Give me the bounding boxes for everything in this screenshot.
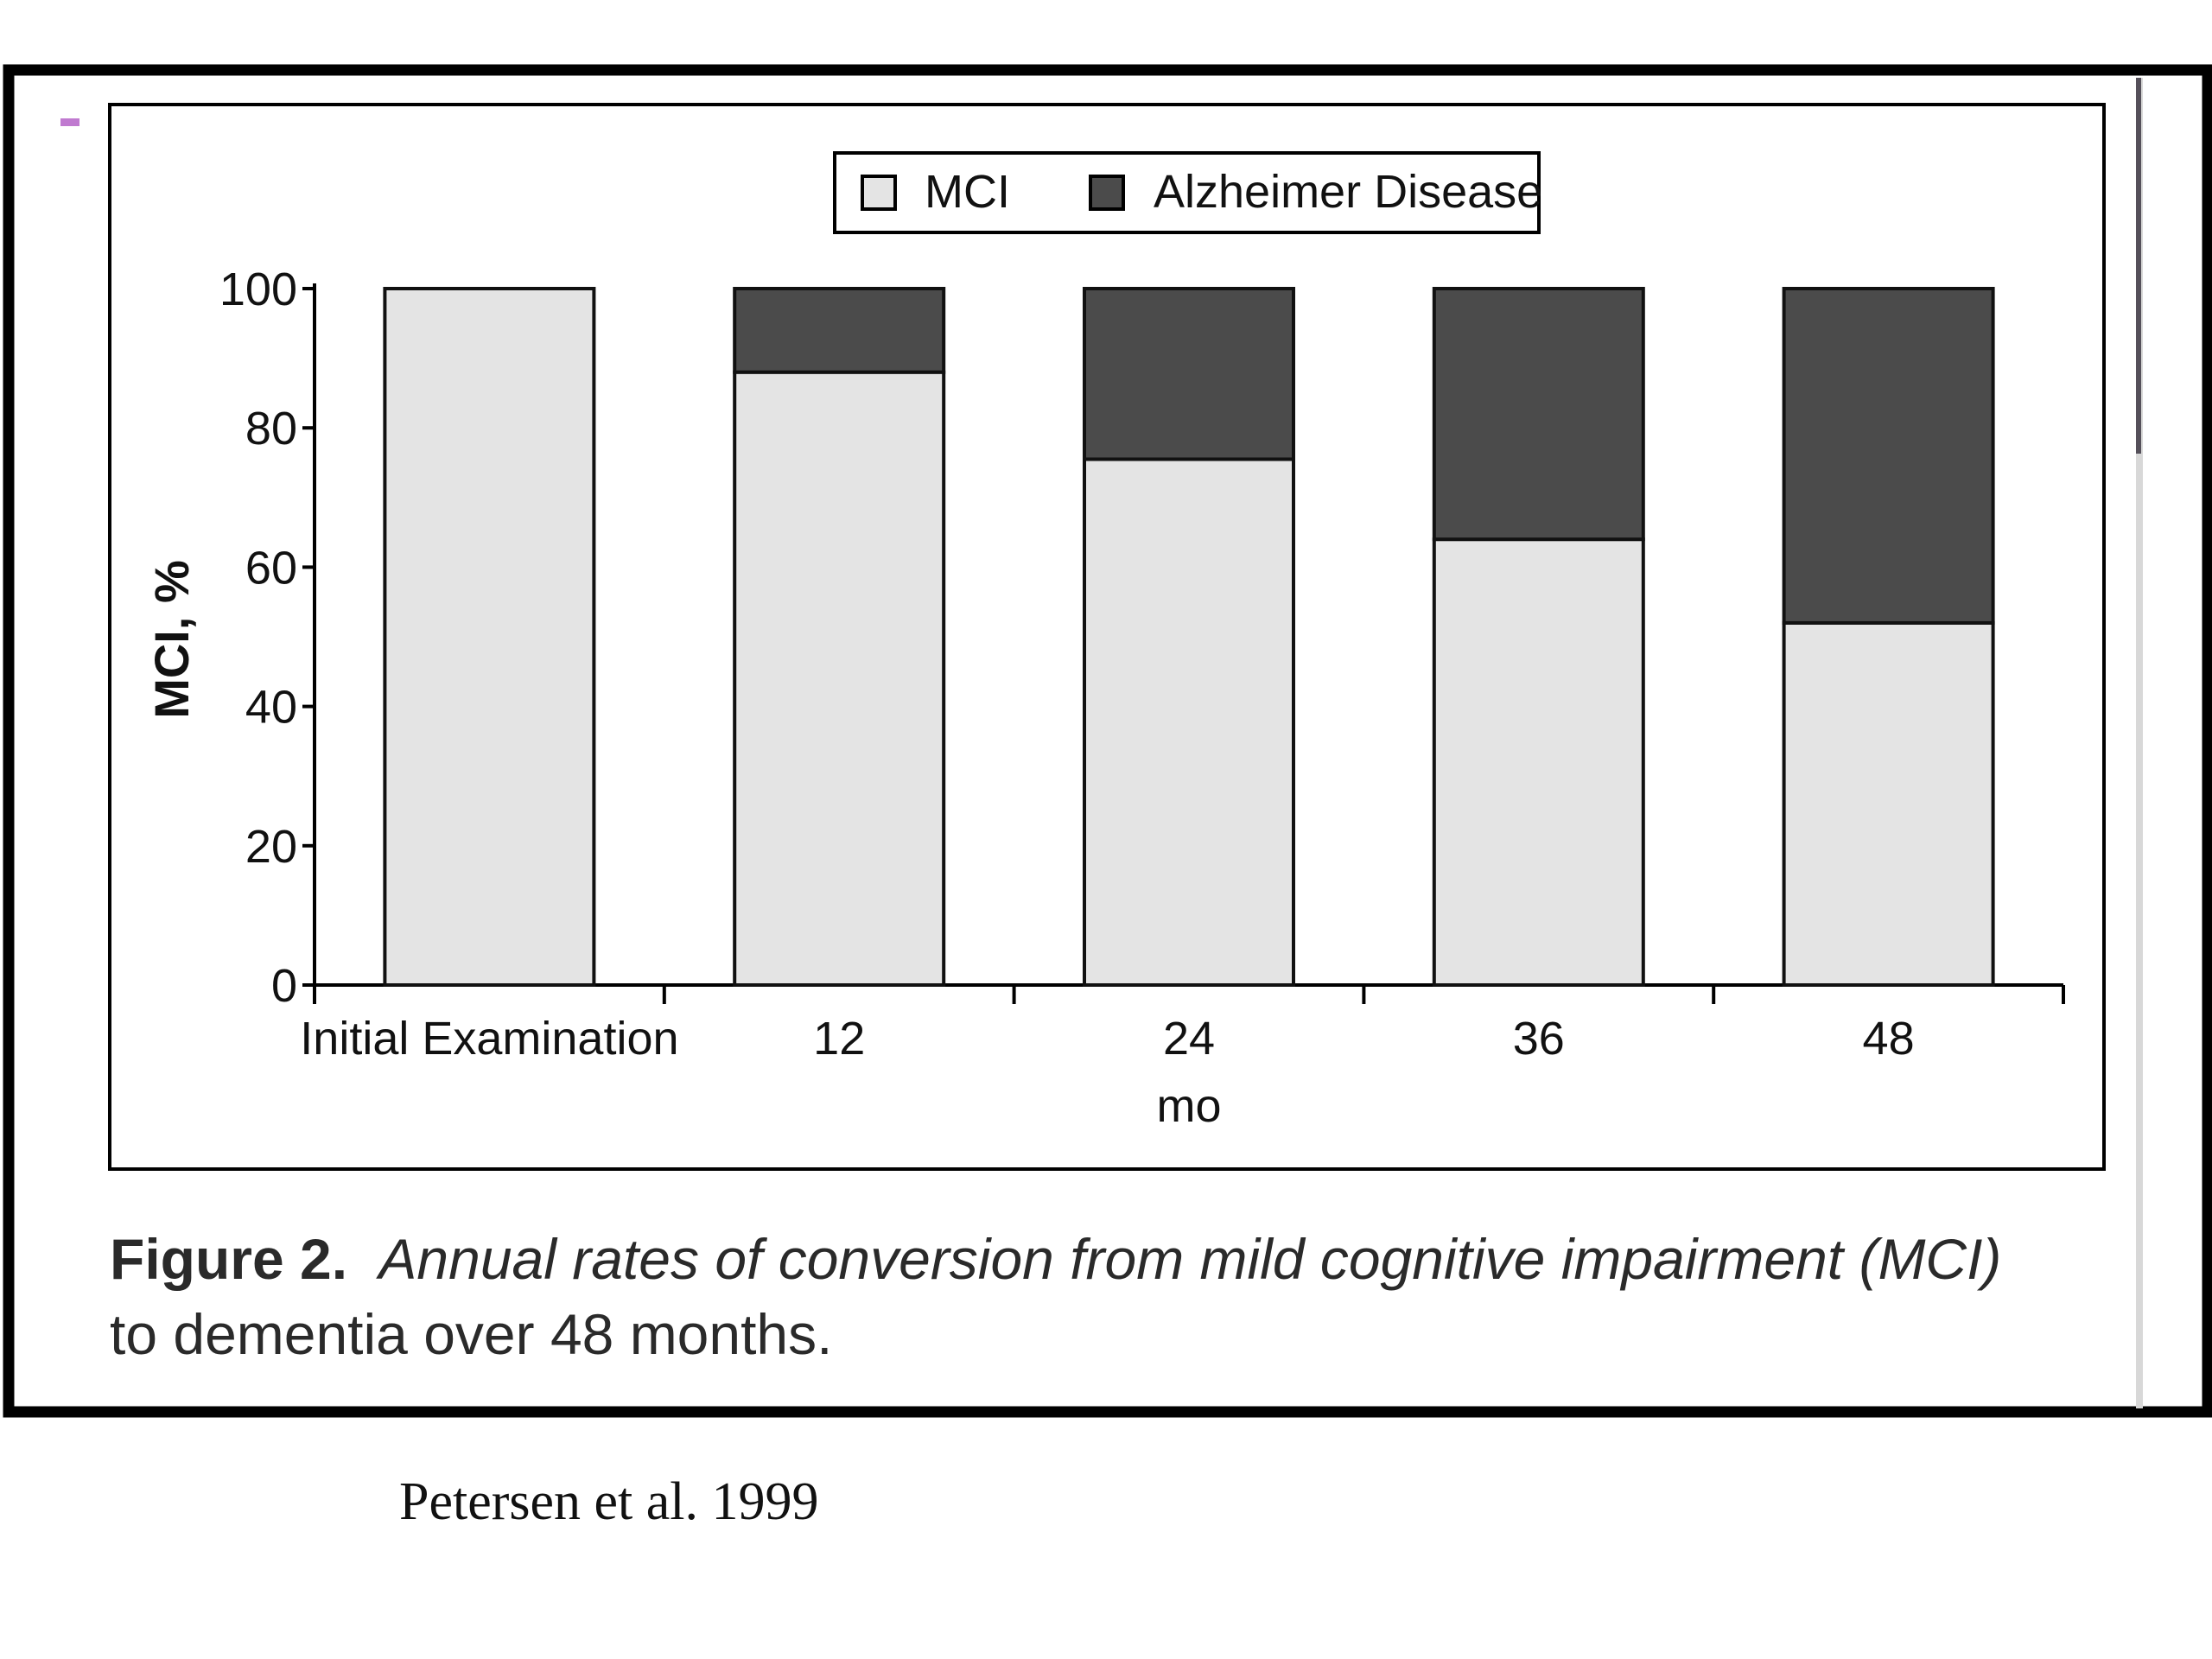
bar-alzheimer	[1782, 287, 1995, 625]
x-tick-label: 12	[813, 1013, 865, 1065]
y-tick-label: 0	[271, 960, 297, 1012]
x-tick-label: 48	[1863, 1013, 1915, 1065]
y-tick-label: 100	[219, 264, 297, 315]
legend: MCI Alzheimer Disease	[833, 151, 1542, 234]
y-tick-label: 80	[245, 403, 297, 454]
legend-label-mci: MCI	[925, 166, 1010, 218]
frame-dark-strip	[2136, 78, 2141, 454]
figure-caption-line-2: to dementia over 48 months.	[110, 1302, 832, 1366]
x-axis-title: mo	[1156, 1080, 1221, 1132]
x-tick-label: 24	[1163, 1013, 1215, 1065]
y-axis-title: MCI, %	[144, 560, 199, 719]
bar-mci	[383, 287, 596, 987]
x-tick-label: Initial Examination	[300, 1013, 678, 1065]
legend-swatch-mci	[861, 175, 897, 211]
legend-swatch-alzheimer	[1089, 175, 1125, 211]
bar-mci	[1432, 537, 1645, 987]
y-tick-label: 40	[245, 682, 297, 734]
legend-label-alzheimer: Alzheimer Disease	[1154, 166, 1542, 218]
legend-box	[833, 151, 1541, 234]
bar-alzheimer	[733, 287, 946, 374]
citation: Petersen et al. 1999	[399, 1472, 819, 1531]
bar-alzheimer	[1083, 287, 1295, 461]
frame-shadow-strip	[2136, 78, 2143, 1408]
stacked-bar-chart: 0 20 40 60 80 100 MCI, % Initial Examination 12 2…	[144, 264, 2065, 1132]
figure-caption-text-1: Annual rates of conversion from mild cog…	[375, 1227, 2001, 1291]
bar-alzheimer	[1432, 287, 1645, 542]
y-tick-label: 20	[245, 821, 297, 873]
figure-caption-line-1: Figure 2. Annual rates of conversion fro…	[110, 1227, 2001, 1291]
figure-caption-label: Figure 2.	[110, 1227, 347, 1291]
bar-mci	[1782, 620, 1995, 987]
accent-marker	[60, 118, 79, 126]
bar-mci	[733, 370, 946, 988]
bar-mci	[1083, 457, 1295, 987]
y-tick-label: 60	[245, 542, 297, 594]
x-tick-label: 36	[1513, 1013, 1565, 1065]
